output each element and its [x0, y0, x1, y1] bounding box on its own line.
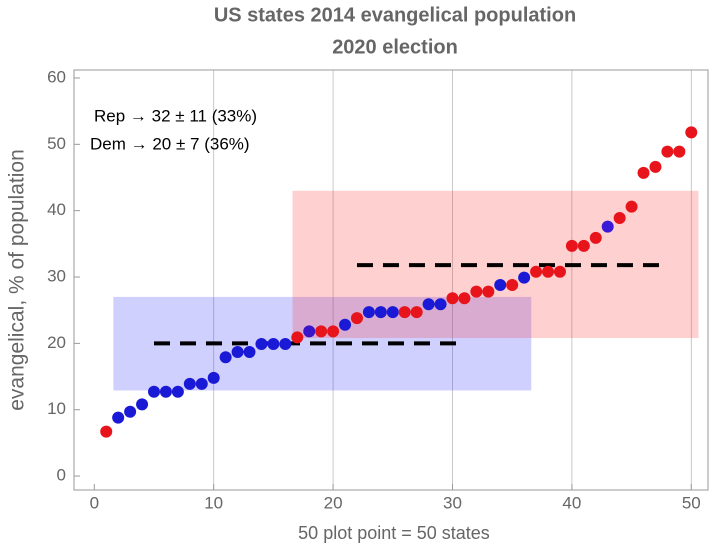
point	[542, 265, 555, 278]
point	[327, 325, 340, 338]
point	[577, 239, 590, 252]
point	[530, 265, 543, 278]
point	[219, 351, 232, 364]
annotation: Rep → 32 ± 11 (33%)	[94, 106, 257, 125]
point	[398, 306, 411, 319]
point	[649, 160, 662, 173]
point	[374, 306, 387, 319]
point	[589, 231, 602, 244]
point	[506, 278, 519, 291]
point	[470, 285, 483, 298]
x-tick-label: 20	[324, 493, 343, 512]
point	[422, 298, 435, 311]
point	[386, 306, 399, 319]
point	[159, 385, 172, 398]
point	[446, 292, 459, 305]
point	[136, 398, 149, 411]
x-tick-label: 0	[90, 493, 99, 512]
x-tick-label: 50	[682, 493, 701, 512]
point	[207, 371, 220, 384]
point	[303, 325, 316, 338]
point	[195, 377, 208, 390]
point	[243, 345, 256, 358]
y-tick-label: 50	[47, 134, 66, 153]
y-tick-label: 30	[47, 266, 66, 285]
chart-subtitle: 2020 election	[332, 36, 458, 58]
y-tick-label: 20	[47, 333, 66, 352]
point	[255, 338, 268, 351]
chart-title: US states 2014 evangelical population	[214, 4, 576, 26]
point	[362, 306, 375, 319]
point	[147, 385, 160, 398]
point	[637, 166, 650, 179]
point	[565, 239, 578, 252]
point	[112, 411, 125, 424]
point	[350, 312, 363, 325]
point	[171, 385, 184, 398]
point	[410, 306, 423, 319]
point	[601, 220, 614, 233]
point	[613, 211, 626, 224]
y-tick-label: 40	[47, 200, 66, 219]
plot-frame	[73, 69, 709, 491]
point	[315, 325, 328, 338]
point	[100, 425, 113, 438]
point	[124, 405, 137, 418]
point	[661, 145, 674, 158]
point	[434, 298, 447, 311]
x-tick-label: 10	[204, 493, 223, 512]
point	[518, 271, 531, 284]
point	[553, 265, 566, 278]
point	[231, 345, 244, 358]
point	[279, 338, 292, 351]
y-tick-label: 10	[47, 399, 66, 418]
point	[183, 377, 196, 390]
point	[458, 292, 471, 305]
x-tick-label: 40	[562, 493, 581, 512]
point	[494, 278, 507, 291]
point	[673, 145, 686, 158]
point	[482, 285, 495, 298]
y-axis-label: evangelical, % of population	[6, 149, 29, 411]
point	[685, 126, 698, 139]
point	[339, 318, 352, 331]
x-tick-label: 30	[443, 493, 462, 512]
annotation: Dem → 20 ± 7 (36%)	[90, 134, 250, 153]
point	[291, 331, 304, 344]
x-axis-label: 50 plot point = 50 states	[298, 523, 490, 543]
y-tick-label: 60	[47, 67, 66, 86]
point	[267, 338, 280, 351]
y-tick-label: 0	[57, 466, 66, 485]
point	[625, 200, 638, 213]
